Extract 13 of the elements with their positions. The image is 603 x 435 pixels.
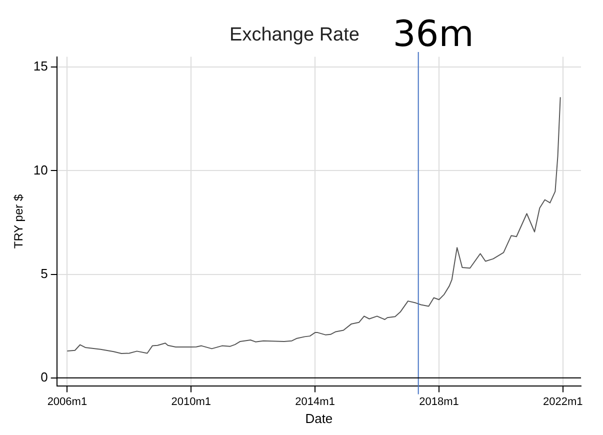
x-tick-label: 2018m1 <box>419 396 459 408</box>
y-tick-label: 0 <box>40 369 48 384</box>
y-tick-label: 10 <box>33 162 48 178</box>
y-tick-label: 5 <box>40 266 48 281</box>
x-tick-label: 2022m1 <box>543 396 583 408</box>
chart-title: Exchange Rate <box>230 24 360 46</box>
y-tick-label: 15 <box>33 58 48 74</box>
x-tick-label: 2014m1 <box>295 396 335 408</box>
ref-line-label: 36m <box>392 14 474 55</box>
x-tick-label: 2006m1 <box>47 396 88 408</box>
x-axis-title: Date <box>305 410 333 426</box>
x-tick-label: 2010m1 <box>171 396 212 408</box>
y-axis-title: TRY per $ <box>12 194 26 249</box>
